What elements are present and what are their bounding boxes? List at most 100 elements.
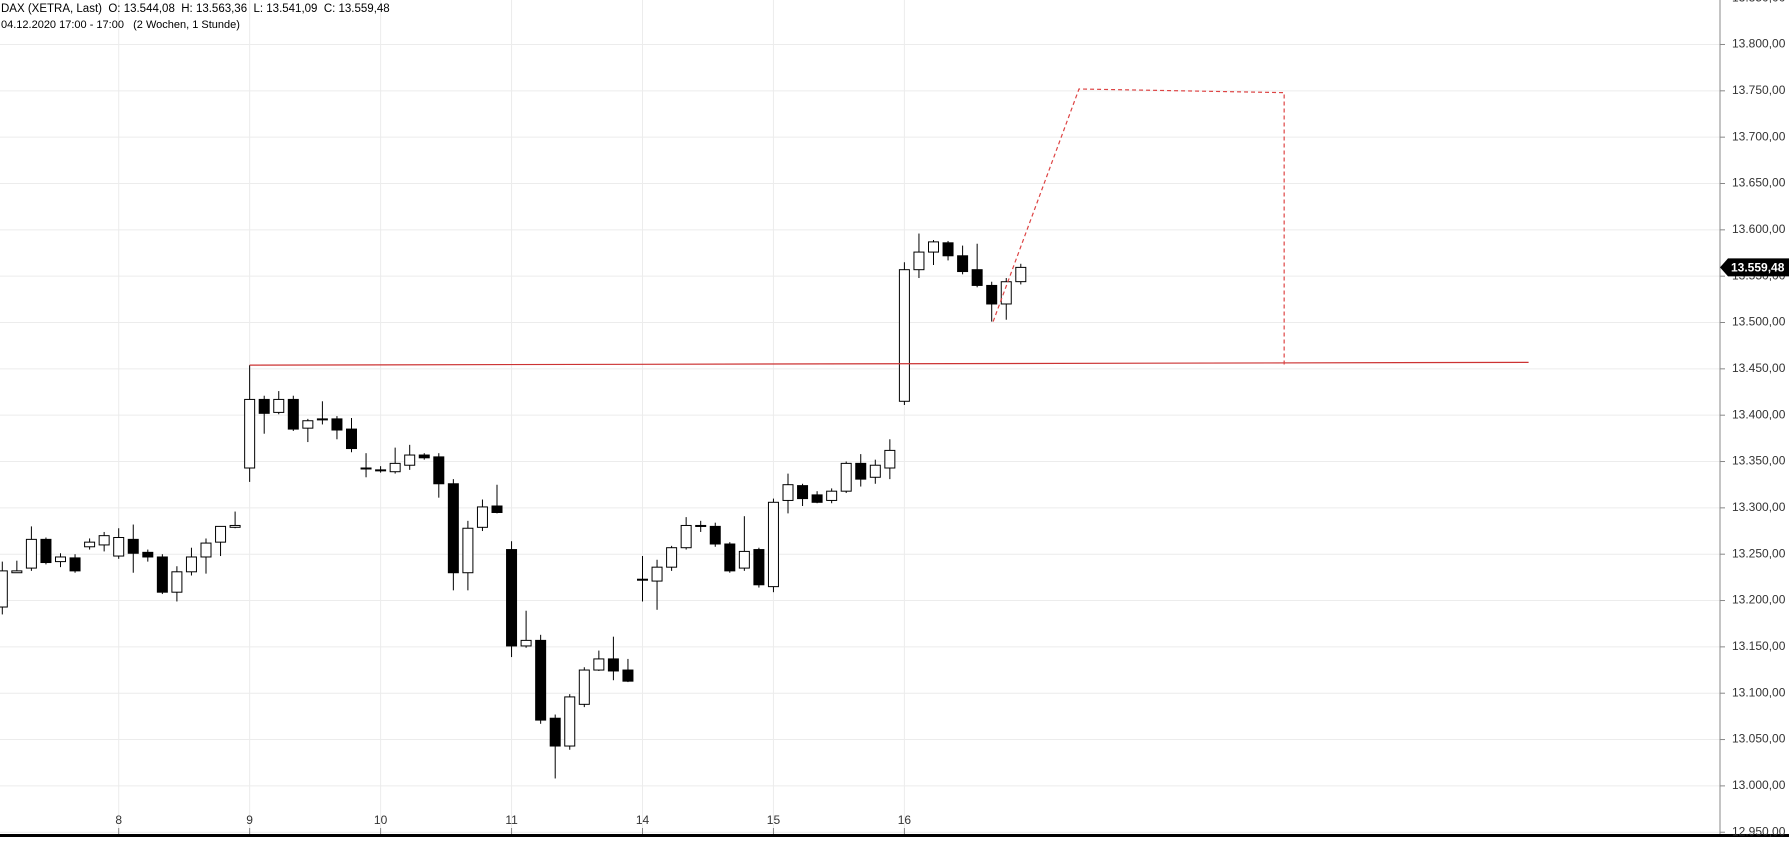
candle-body — [476, 506, 488, 528]
x-tick-label: 9 — [246, 813, 253, 827]
x-tick-label: 10 — [374, 813, 388, 827]
candle-body — [724, 543, 736, 572]
candle-body — [738, 550, 750, 569]
candle-body — [869, 464, 881, 478]
candle-body — [156, 556, 168, 593]
candle-body — [40, 538, 52, 564]
x-tick-label: 8 — [115, 813, 122, 827]
candle-body — [127, 538, 139, 554]
candle-body — [506, 549, 518, 647]
candle-body — [855, 462, 867, 480]
candle-body — [520, 639, 532, 647]
candle-body — [840, 462, 852, 492]
candle-body — [433, 456, 445, 485]
candle-body — [637, 578, 648, 581]
price-tag-label: 13.559,48 — [1731, 261, 1785, 275]
candle-body — [215, 525, 227, 543]
candle-body — [578, 669, 590, 705]
y-tick-label: 13.650,00 — [1732, 176, 1786, 190]
candle-body — [55, 556, 66, 563]
y-tick-label: 13.800,00 — [1732, 37, 1786, 51]
chart-title: DAX (XETRA, Last) O: 13.544,08 H: 13.563… — [1, 3, 390, 15]
candle-body — [171, 571, 183, 593]
x-tick-label: 15 — [767, 813, 781, 827]
candle-body — [113, 537, 125, 557]
candle-body — [942, 242, 954, 257]
y-tick-label: 13.050,00 — [1732, 732, 1786, 746]
candle-body — [622, 669, 634, 682]
candle-body — [884, 449, 896, 469]
bottom-border — [0, 834, 1789, 837]
drawing-line — [249, 361, 1529, 366]
candle-body — [258, 398, 270, 414]
candle-body — [1000, 281, 1012, 305]
candle-body — [375, 469, 387, 472]
candle-body — [447, 483, 459, 574]
candle-body — [404, 454, 416, 466]
candle-body — [928, 241, 939, 253]
candle-body — [535, 639, 547, 721]
candle-body — [346, 428, 357, 450]
candle-body — [695, 524, 707, 527]
price-tag — [1720, 258, 1789, 277]
y-tick-label: 13.200,00 — [1732, 593, 1786, 607]
candle-body — [84, 541, 96, 548]
candle-body — [811, 494, 823, 503]
candle-body — [389, 462, 401, 473]
y-tick-label: 13.300,00 — [1732, 500, 1786, 514]
candle-body — [462, 527, 474, 574]
candle-body — [898, 269, 910, 402]
candle-body — [316, 418, 328, 421]
x-tick-label: 14 — [636, 813, 650, 827]
candle-body — [200, 542, 212, 558]
candle-body — [680, 524, 692, 549]
chart-subtitle: 04.12.2020 17:00 - 17:00 (2 Wochen, 1 St… — [1, 19, 240, 31]
candle-body — [142, 551, 154, 558]
candle-body — [549, 717, 561, 747]
y-tick-label: 13.250,00 — [1732, 546, 1786, 560]
y-tick-label: 13.150,00 — [1732, 639, 1786, 653]
y-tick-label: 13.600,00 — [1732, 222, 1786, 236]
candle-body — [98, 535, 110, 546]
x-tick-label: 11 — [505, 813, 518, 827]
candle-body — [25, 538, 37, 569]
candle-body — [331, 418, 343, 431]
candle-body — [229, 524, 241, 528]
candle-body — [651, 566, 663, 582]
candle-body — [244, 398, 256, 469]
y-tick-label: 13.350,00 — [1732, 454, 1786, 468]
y-tick-label: 13.500,00 — [1732, 315, 1786, 329]
y-tick-label: 13.850,00 — [1732, 0, 1786, 4]
grid — [0, 0, 1720, 833]
candle-body — [0, 570, 8, 608]
candle-body — [957, 255, 969, 273]
candle-body — [782, 484, 794, 501]
candle-body — [185, 556, 197, 573]
drawing-line — [992, 88, 1285, 366]
candle-body — [1015, 266, 1027, 283]
y-tick-label: 12.950,00 — [1732, 824, 1786, 837]
y-tick-label: 13.700,00 — [1732, 129, 1786, 143]
y-tick-label: 13.400,00 — [1732, 407, 1786, 421]
candle-body — [360, 467, 372, 470]
candle-body — [273, 398, 285, 413]
x-tick-label: 16 — [898, 813, 912, 827]
candle-body — [971, 269, 983, 286]
plot-area — [0, 88, 1529, 779]
y-tick-label: 13.450,00 — [1732, 361, 1786, 375]
candle-body — [418, 454, 430, 459]
y-tick-label: 13.750,00 — [1732, 83, 1786, 97]
candle-body — [913, 251, 925, 271]
candle-body — [767, 501, 779, 588]
candle-body — [607, 658, 619, 672]
candle-body — [753, 549, 765, 586]
candle-body — [287, 398, 299, 430]
y-tick-label: 13.100,00 — [1732, 685, 1786, 699]
candle-body — [986, 284, 998, 305]
candle-body — [11, 570, 23, 574]
candle-body — [564, 696, 576, 747]
candle-body — [666, 547, 678, 568]
candle-body — [826, 490, 838, 501]
